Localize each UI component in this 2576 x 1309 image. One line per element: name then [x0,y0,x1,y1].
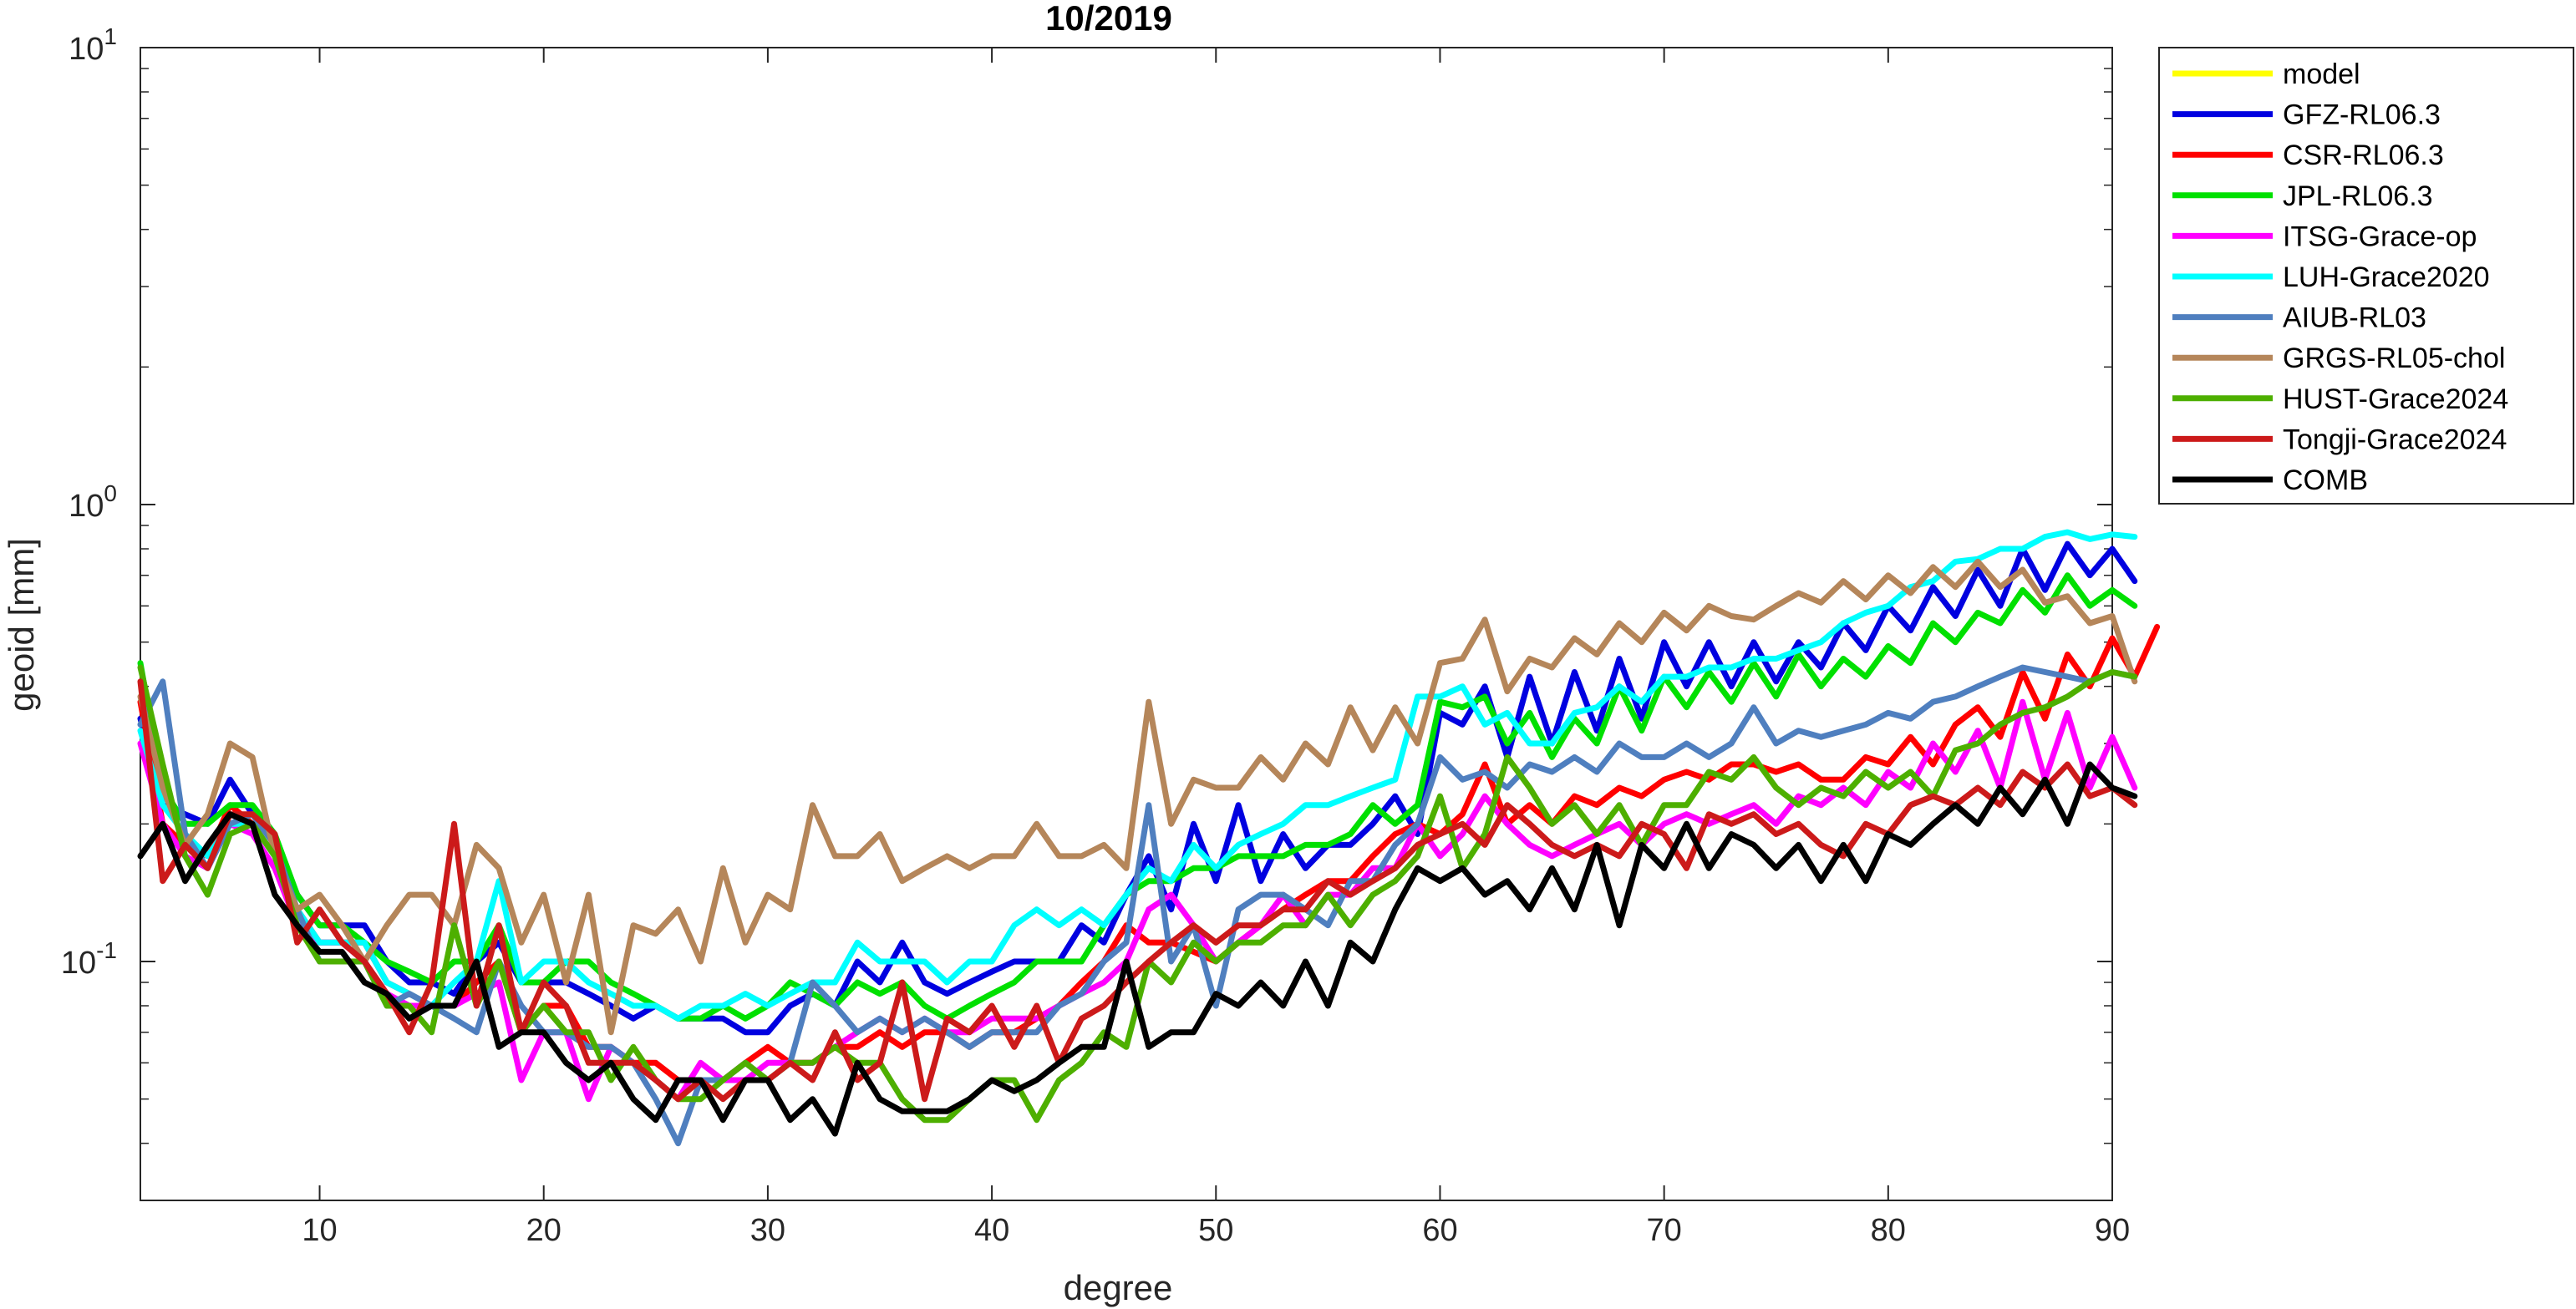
legend-label: ITSG-Grace-op [2283,221,2477,252]
x-tick-label: 20 [526,1213,561,1248]
legend-label: COMB [2283,464,2368,496]
series-line-itsg-grace-op [137,698,2138,1103]
x-tick-label: 90 [2095,1213,2130,1248]
plot-area-frame [140,47,2113,1201]
x-tick-label: 70 [1646,1213,1681,1248]
series-line-aiub-rl03 [137,664,2138,1147]
legend-items: model GFZ-RL06.3 CSR-RL06.3 JPL-RL06.3 ITSG-… [2172,58,2508,496]
legend: model GFZ-RL06.3 CSR-RL06.3 JPL-RL06.3 ITSG-… [2158,47,2574,505]
legend-label: model [2283,58,2360,90]
y-minor-ticks [140,68,2112,1201]
y-axis-label: geoid [mm] [2,538,41,712]
y-tick-label: 10-1 [61,937,117,981]
x-axis-ticks: 10 20 30 40 50 60 70 80 90 [302,48,2130,1248]
legend-label: HUST-Grace2024 [2283,383,2508,415]
y-axis-ticks: 10-1 100 101 [61,23,2112,981]
legend-label: Tongji-Grace2024 [2283,424,2507,455]
legend-label: GRGS-RL05-chol [2283,342,2505,374]
series-line-grgs-rl05-chol [137,558,2138,1036]
legend-label: LUH-Grace2020 [2283,261,2490,293]
legend-label: JPL-RL06.3 [2283,180,2433,212]
x-tick-label: 40 [974,1213,1009,1248]
x-tick-label: 60 [1422,1213,1457,1248]
x-tick-label: 30 [750,1213,785,1248]
series-line-tongji-grace2024 [137,678,2138,1103]
x-tick-label: 10 [302,1213,337,1248]
legend-label: AIUB-RL03 [2283,302,2426,334]
legend-label: GFZ-RL06.3 [2283,99,2441,131]
chart-title: 10/2019 [1045,0,1172,38]
x-axis-label: degree [1064,1268,1173,1307]
y-tick-label: 100 [69,480,117,524]
x-tick-label: 50 [1198,1213,1233,1248]
x-tick-label: 80 [1871,1213,1906,1248]
legend-label: CSR-RL06.3 [2283,140,2444,171]
axes-box [140,47,2113,1201]
series-line-comb [137,761,2138,1137]
series-lines [137,529,2161,1147]
y-tick-label: 101 [69,23,117,67]
